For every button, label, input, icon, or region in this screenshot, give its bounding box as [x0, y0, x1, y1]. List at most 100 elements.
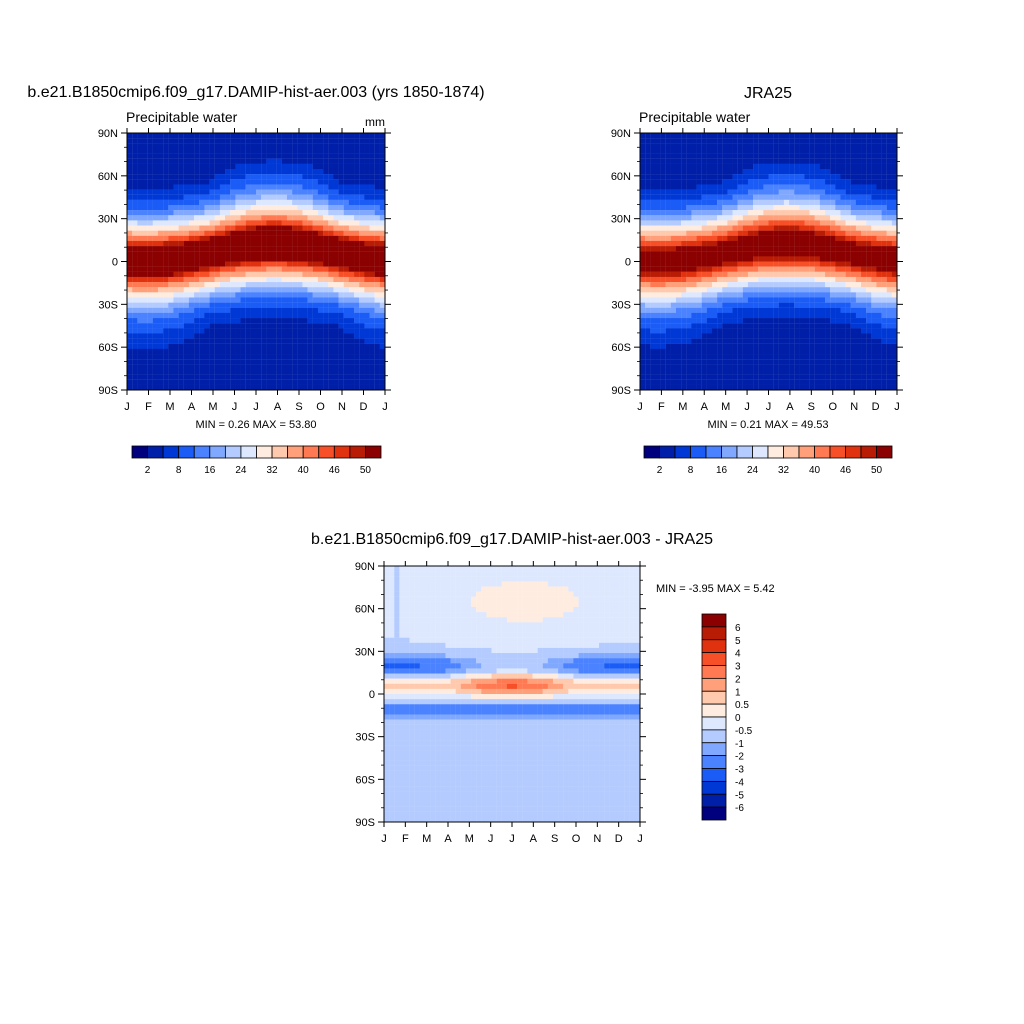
field-cell [292, 194, 298, 200]
field-cell [178, 261, 184, 267]
field-cell [717, 318, 723, 324]
field-cell [307, 225, 313, 231]
field-cell [881, 163, 887, 170]
field-cell [809, 194, 815, 200]
field-cell [369, 251, 375, 257]
field-cell [183, 343, 190, 350]
field-cell [256, 163, 262, 170]
field-cell [225, 174, 231, 180]
field-cell [307, 292, 313, 298]
field-cell [271, 287, 277, 293]
field-cell [219, 287, 226, 293]
field-cell [235, 230, 241, 236]
field-cell [804, 174, 810, 180]
field-cell [742, 323, 749, 329]
field-cell [286, 318, 293, 324]
field-cell [876, 343, 882, 350]
field-cell [173, 153, 179, 159]
field-cell [328, 138, 334, 144]
field-cell [292, 225, 298, 231]
field-cell [364, 333, 370, 339]
field-cell [855, 282, 862, 288]
field-cell [354, 261, 360, 267]
field-cell [256, 240, 262, 247]
field-cell [783, 338, 790, 344]
field-cell [323, 374, 329, 380]
field-cell [665, 307, 671, 314]
field-cell [753, 266, 759, 272]
field-cell [348, 292, 355, 298]
field-cell [660, 271, 666, 278]
y-tick-label: 90S [98, 385, 118, 397]
field-cell [727, 158, 733, 164]
field-cell [369, 292, 375, 298]
field-cell [881, 138, 887, 144]
field-cell [245, 158, 251, 164]
field-cell [292, 215, 298, 221]
field-cell [783, 168, 790, 175]
colorbar-label: 50 [360, 465, 372, 476]
field-cell [876, 359, 882, 365]
field-cell [328, 364, 334, 370]
field-cell [152, 230, 159, 236]
field-cell [814, 276, 821, 283]
field-cell [727, 189, 733, 195]
field-cell [235, 302, 241, 308]
field-cell [655, 369, 661, 375]
field-cell [727, 266, 733, 272]
field-cell [758, 153, 764, 159]
field-cell [711, 384, 718, 390]
field-cell [655, 174, 661, 180]
field-cell [696, 384, 702, 390]
field-cell [809, 364, 815, 370]
x-tick-label: J [124, 401, 130, 413]
field-cell [809, 225, 815, 231]
field-cell [794, 246, 800, 252]
field-cell [245, 369, 251, 375]
field-cell [645, 384, 651, 390]
field-cell [379, 302, 385, 308]
field-cell [147, 235, 153, 242]
field-cell [157, 307, 164, 314]
field-cell [681, 348, 687, 355]
field-cell [871, 148, 877, 154]
field-cell [359, 158, 365, 164]
field-cell [686, 354, 692, 360]
field-cell [876, 318, 882, 324]
field-cell [681, 343, 687, 350]
field-cell [323, 230, 329, 236]
field-cell [312, 168, 319, 175]
field-cell [711, 148, 718, 154]
field-cell [157, 133, 164, 139]
field-cell [235, 220, 241, 226]
field-cell [819, 230, 826, 236]
field-cell [271, 333, 277, 339]
field-cell [645, 276, 651, 283]
field-cell [794, 143, 800, 149]
field-cell [219, 374, 226, 380]
field-cell [737, 240, 743, 247]
field-cell [717, 210, 723, 216]
field-cell [696, 318, 702, 324]
field-cell [804, 318, 810, 324]
field-cell [747, 256, 754, 262]
field-cell [152, 261, 159, 267]
field-cell [711, 374, 718, 380]
field-cell [183, 261, 190, 267]
field-cell [250, 143, 257, 149]
field-cell [804, 133, 810, 139]
field-cell [763, 338, 769, 344]
field-cell [194, 282, 200, 288]
field-cell [670, 343, 677, 350]
field-cell [374, 271, 380, 278]
field-cell [302, 246, 308, 252]
field-cell [209, 148, 215, 154]
field-cell [773, 359, 779, 365]
field-cell [861, 179, 867, 185]
field-cell [778, 312, 785, 319]
field-cell [732, 343, 738, 350]
field-cell [199, 384, 205, 390]
field-cell [789, 276, 795, 283]
field-cell [840, 312, 846, 319]
field-cell [245, 312, 251, 319]
